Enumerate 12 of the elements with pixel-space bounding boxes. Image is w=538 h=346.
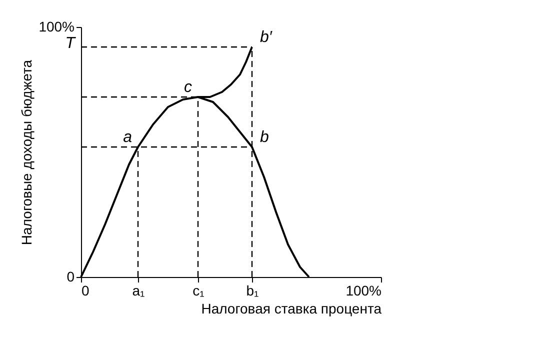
x-tick-label: 100% (346, 282, 382, 298)
annotation: c (184, 79, 192, 96)
annotation: b′ (260, 29, 273, 46)
annotation: b (260, 129, 269, 146)
x-axis-title: Налоговая ставка процента (201, 300, 382, 316)
x-tick-label: a₁ (132, 282, 146, 298)
annotation: a (123, 129, 132, 146)
x-tick-label: b₁ (246, 282, 260, 298)
text: T (65, 35, 76, 52)
x-tick-label: c₁ (192, 282, 205, 298)
y-axis-title: Налоговые доходы бюджета (18, 60, 35, 246)
x-tick-label: 0 (82, 282, 90, 298)
